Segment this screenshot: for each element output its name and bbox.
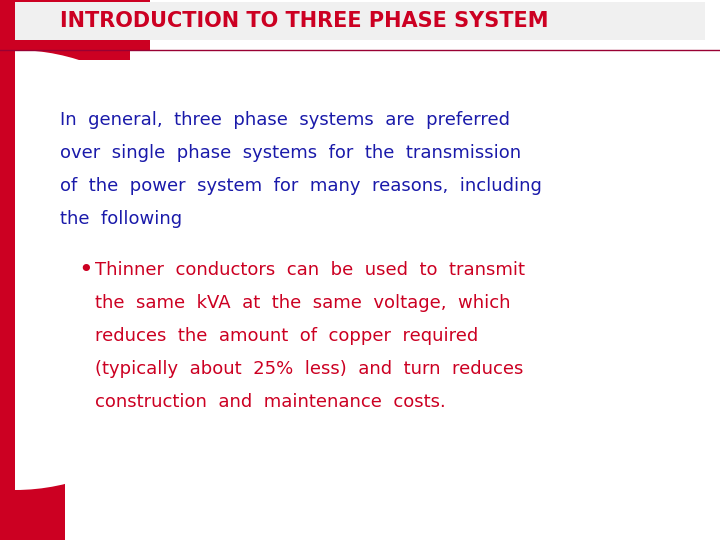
Ellipse shape [0,50,230,490]
Text: (typically  about  25%  less)  and  turn  reduces: (typically about 25% less) and turn redu… [95,360,523,378]
Text: the  following: the following [60,210,182,228]
Text: the  same  kVA  at  the  same  voltage,  which: the same kVA at the same voltage, which [95,294,510,312]
Text: INTRODUCTION TO THREE PHASE SYSTEM: INTRODUCTION TO THREE PHASE SYSTEM [60,11,549,31]
Polygon shape [0,0,15,540]
Text: •: • [78,258,93,282]
PathPatch shape [0,0,130,540]
Text: of  the  power  system  for  many  reasons,  including: of the power system for many reasons, in… [60,177,542,195]
Text: construction  and  maintenance  costs.: construction and maintenance costs. [95,393,446,411]
Text: reduces  the  amount  of  copper  required: reduces the amount of copper required [95,327,478,345]
FancyBboxPatch shape [15,2,705,40]
Text: In  general,  three  phase  systems  are  preferred: In general, three phase systems are pref… [60,111,510,129]
Text: Thinner  conductors  can  be  used  to  transmit: Thinner conductors can be used to transm… [95,261,525,279]
Text: over  single  phase  systems  for  the  transmission: over single phase systems for the transm… [60,144,521,162]
Polygon shape [0,0,150,50]
